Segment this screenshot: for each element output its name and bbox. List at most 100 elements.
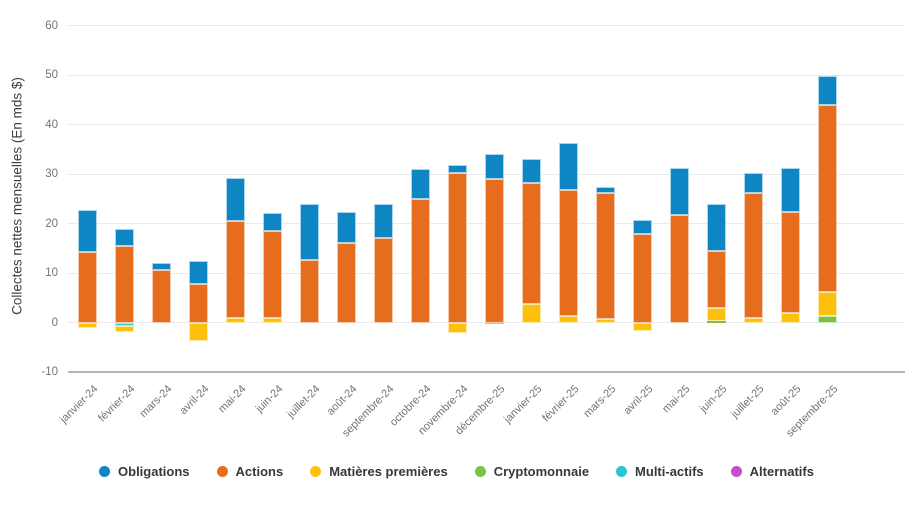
legend-marker-icon: [310, 466, 322, 477]
x-axis-label: janvier-24: [57, 383, 101, 426]
bar-segment-actions[interactable]: [743, 192, 763, 318]
bar-segment-obligations[interactable]: [632, 220, 652, 234]
bar-segment-obligations[interactable]: [151, 263, 171, 270]
bar-segment-mati-res-premi-res[interactable]: [521, 304, 541, 323]
bar-segment-actions[interactable]: [817, 104, 837, 293]
x-axis-label: juin-24: [253, 383, 286, 415]
bar-segment-obligations[interactable]: [484, 154, 504, 180]
bar-segment-actions[interactable]: [373, 237, 393, 323]
bar-segment-multi-actifs[interactable]: [114, 322, 134, 327]
legend-marker-icon: [216, 466, 228, 477]
x-axis-label: mars-24: [137, 383, 175, 421]
x-axis-label: février-24: [96, 383, 138, 425]
x-axis-label: mars-25: [581, 383, 619, 421]
legend-marker-icon: [474, 466, 486, 477]
bar-segment-obligations[interactable]: [558, 143, 578, 190]
y-axis-tick-label: 10: [45, 267, 58, 280]
x-axis-label: juillet-24: [285, 383, 323, 421]
y-axis-tick-label: -10: [41, 366, 58, 379]
legend-item-cryptomonnaie[interactable]: Cryptomonnaie: [474, 464, 589, 479]
bar-segment-mati-res-premi-res[interactable]: [595, 319, 615, 323]
bar-segment-obligations[interactable]: [669, 168, 689, 215]
bar-segment-obligations[interactable]: [373, 203, 393, 238]
bar-segment-mati-res-premi-res[interactable]: [114, 326, 134, 332]
bar-segment-obligations[interactable]: [817, 75, 837, 105]
bar-segment-obligations[interactable]: [743, 172, 763, 193]
bar-segment-mati-res-premi-res[interactable]: [484, 322, 504, 325]
legend-item-actions[interactable]: Actions: [216, 464, 284, 479]
bar-segment-mati-res-premi-res[interactable]: [817, 292, 837, 317]
x-axis-label: août-24: [324, 383, 360, 418]
x-axis-label: juin-25: [697, 383, 730, 415]
bar-segment-actions[interactable]: [151, 269, 171, 323]
bar-segment-actions[interactable]: [77, 252, 97, 323]
bar-segment-actions[interactable]: [336, 243, 356, 323]
bar-segment-obligations[interactable]: [521, 159, 541, 183]
legend-item-multi-actifs[interactable]: Multi-actifs: [616, 464, 704, 479]
legend-marker-icon: [616, 466, 628, 477]
legend-marker-icon: [99, 466, 111, 477]
bar-segment-obligations[interactable]: [410, 169, 430, 199]
x-axis-label: avril-25: [621, 383, 656, 417]
bar-segment-actions[interactable]: [410, 198, 430, 323]
gridline: [68, 25, 905, 26]
bar-segment-mati-res-premi-res[interactable]: [706, 307, 726, 321]
bar-segment-cryptomonnaie[interactable]: [817, 316, 837, 323]
gridline: [68, 124, 905, 126]
bar-segment-mati-res-premi-res[interactable]: [188, 322, 208, 341]
gridline: [68, 74, 905, 76]
bar-segment-obligations[interactable]: [447, 164, 467, 174]
bar-segment-actions[interactable]: [558, 189, 578, 317]
bar-segment-obligations[interactable]: [780, 167, 800, 213]
legend-item-mati-res-premi-res[interactable]: Matières premières: [310, 464, 448, 479]
legend-label: Matières premières: [329, 464, 448, 479]
legend-item-alternatifs[interactable]: Alternatifs: [730, 464, 814, 479]
y-axis-tick-label: 40: [45, 118, 58, 131]
bar-segment-actions[interactable]: [632, 233, 652, 323]
y-axis-tick-label: 50: [45, 69, 58, 82]
bar-segment-obligations[interactable]: [299, 204, 319, 261]
bar-segment-actions[interactable]: [299, 260, 319, 323]
y-axis-tick-label: 30: [45, 168, 58, 181]
x-axis-label: janvier-25: [501, 383, 545, 426]
bar-segment-obligations[interactable]: [706, 204, 726, 252]
x-axis-label: août-25: [768, 383, 804, 418]
bar-segment-mati-res-premi-res[interactable]: [743, 317, 763, 323]
bar-segment-mati-res-premi-res[interactable]: [77, 322, 97, 328]
bar-segment-obligations[interactable]: [188, 260, 208, 284]
bar-segment-actions[interactable]: [114, 245, 134, 323]
bar-segment-obligations[interactable]: [336, 212, 356, 244]
bar-segment-mati-res-premi-res[interactable]: [225, 317, 245, 323]
legend-label: Multi-actifs: [635, 464, 704, 479]
bar-segment-actions[interactable]: [225, 221, 245, 318]
bar-segment-obligations[interactable]: [225, 177, 245, 222]
bar-segment-obligations[interactable]: [114, 228, 134, 246]
legend-marker-icon: [730, 466, 742, 477]
legend: Obligations Actions Matières premières Cryp…: [0, 464, 913, 479]
bar-segment-obligations[interactable]: [262, 212, 282, 232]
bar-segment-actions[interactable]: [262, 231, 282, 318]
bar-segment-actions[interactable]: [669, 214, 689, 323]
bar-segment-actions[interactable]: [706, 251, 726, 308]
x-axis-label: février-25: [540, 383, 582, 425]
bar-segment-obligations[interactable]: [595, 186, 615, 194]
bar-segment-mati-res-premi-res[interactable]: [780, 313, 800, 323]
bar-segment-mati-res-premi-res[interactable]: [632, 322, 652, 331]
x-axis-label: juillet-25: [729, 383, 767, 421]
bar-segment-mati-res-premi-res[interactable]: [558, 316, 578, 323]
bar-segment-mati-res-premi-res[interactable]: [262, 317, 282, 323]
bar-segment-actions[interactable]: [484, 179, 504, 323]
bar-segment-cryptomonnaie[interactable]: [706, 320, 726, 323]
bar-segment-obligations[interactable]: [77, 210, 97, 253]
legend-label: Alternatifs: [749, 464, 814, 479]
bar-segment-actions[interactable]: [447, 173, 467, 323]
bar-segment-mati-res-premi-res[interactable]: [447, 322, 467, 333]
bar-segment-actions[interactable]: [780, 212, 800, 314]
legend-label: Actions: [235, 464, 284, 479]
legend-item-obligations[interactable]: Obligations: [99, 464, 190, 479]
bar-segment-actions[interactable]: [521, 182, 541, 305]
bar-segment-actions[interactable]: [188, 283, 208, 323]
bar-segment-actions[interactable]: [595, 193, 615, 320]
y-axis-tick-label: 60: [45, 19, 58, 32]
